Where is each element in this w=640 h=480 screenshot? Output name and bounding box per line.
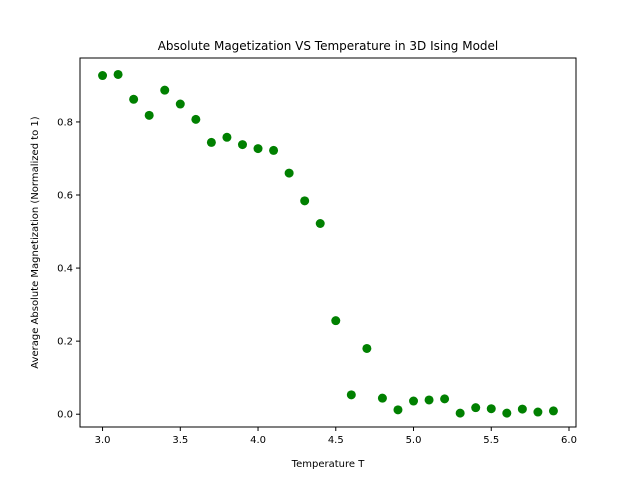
data-point (315, 219, 325, 228)
y-axis-label: Average Absolute Magnetization (Normaliz… (30, 116, 41, 369)
data-point (502, 408, 512, 418)
data-point (331, 316, 341, 326)
data-point (533, 407, 543, 417)
y-tick-label: 0.8 (57, 117, 73, 128)
data-point (191, 114, 201, 124)
x-tick-label: 5.0 (406, 435, 422, 446)
data-point (206, 137, 216, 147)
plot-frame (79, 57, 577, 428)
data-point (284, 168, 294, 178)
x-tick-label: 6.0 (561, 435, 577, 446)
data-point (222, 132, 232, 142)
x-tick-label: 5.5 (483, 435, 499, 446)
data-point (455, 408, 465, 418)
x-axis-ticks: 3.0 3.5 4.0 4.5 5.0 5.5 6.0 (95, 427, 577, 446)
data-point (548, 406, 558, 416)
y-tick-label: 0.0 (57, 410, 73, 421)
data-point (393, 405, 403, 415)
data-point (253, 144, 263, 154)
x-tick-label: 3.5 (172, 435, 188, 446)
x-axis-label: Temperature T (291, 459, 366, 470)
chart-title: Absolute Magetization VS Temperature in … (158, 39, 499, 53)
data-point (346, 390, 356, 400)
x-tick-label: 4.0 (250, 435, 266, 446)
data-point (300, 196, 310, 206)
data-point (113, 69, 123, 79)
data-point (440, 394, 450, 404)
data-point (160, 85, 170, 95)
data-point (362, 343, 372, 353)
data-point (486, 404, 496, 414)
data-point (424, 395, 434, 405)
data-point (471, 403, 481, 413)
data-point (237, 140, 247, 150)
data-point (409, 396, 419, 406)
y-tick-label: 0.2 (57, 337, 73, 348)
data-point (98, 71, 108, 81)
y-tick-label: 0.6 (57, 191, 73, 202)
y-tick-label: 0.4 (57, 264, 73, 275)
data-point (269, 145, 279, 155)
data-point (144, 110, 154, 120)
x-tick-label: 3.0 (95, 435, 111, 446)
y-axis-ticks: 0.0 0.2 0.4 0.6 0.8 (57, 117, 80, 421)
data-point (175, 99, 185, 109)
data-point (129, 94, 139, 104)
data-points (98, 69, 558, 418)
x-tick-label: 4.5 (328, 435, 344, 446)
data-point (377, 393, 387, 403)
data-point (517, 404, 527, 414)
